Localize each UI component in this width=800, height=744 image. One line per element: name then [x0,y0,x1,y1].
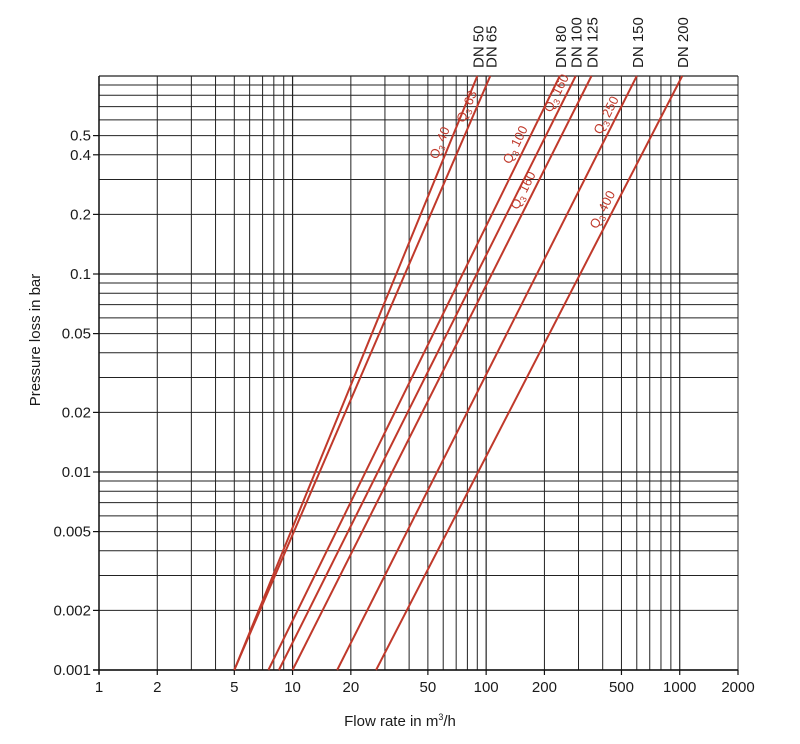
x-tick-label: 200 [532,679,557,696]
series-name-label: DN 80 [553,25,570,68]
series-line [291,75,593,671]
series-name-label: DN 150 [630,17,647,68]
x-tick-label: 5 [230,679,238,696]
x-tick-label: 100 [474,679,499,696]
y-axis-title: Pressure loss in bar [27,274,44,407]
y-tick-label: 0.5 [70,128,91,145]
x-axis-title-tail: /h [443,713,456,730]
series-name-label: DN 50 [470,25,487,68]
y-tick-label: 0.005 [53,524,91,541]
series-line [336,75,638,671]
y-tick-label: 0.4 [70,147,91,164]
series-name-label: DN 100 [569,17,586,68]
series-line [233,75,492,671]
x-axis-title-main: Flow rate in m [344,713,438,730]
x-axis-title: Flow rate in m3/h [344,712,456,730]
grid [93,75,739,674]
series-line [278,75,577,671]
x-tick-label: 50 [420,679,437,696]
x-tick-label: 2000 [721,679,754,696]
x-tick-label: 1000 [663,679,696,696]
x-tick-label: 2 [153,679,161,696]
x-tick-label: 20 [343,679,360,696]
series-line [267,75,561,671]
series-line [233,75,479,671]
y-tick-label: 0.1 [70,266,91,283]
series-curve-label: Q3 160 [540,72,573,116]
series-curve-label: Q3 63 [453,88,482,125]
series-name-label: DN 65 [483,25,500,68]
series-line [375,75,684,671]
tick-labels: 1 2 5 10 20 50 100 200 500 1000 2000 0.001 0.002 0.00… [53,128,754,696]
y-tick-label: 0.002 [53,602,91,619]
series-name-label: DN 125 [584,17,601,68]
series-name-label: DN 200 [675,17,692,68]
y-tick-label: 0.001 [53,662,91,679]
x-tick-label: 500 [609,679,634,696]
y-tick-label: 0.05 [62,326,91,343]
series-lines [233,75,684,671]
x-tick-label: 10 [284,679,301,696]
y-tick-label: 0.01 [62,464,91,481]
series-curve-label: Q3 100 [499,123,532,167]
series-curve-label: Q3 40 [426,125,454,162]
y-tick-label: 0.02 [62,404,91,421]
series-curve-label: Q3 250 [590,94,623,138]
series-curve-label: Q3 160 [507,169,540,213]
x-axis-title-sup: 3 [438,712,443,722]
x-tick-label: 1 [95,679,103,696]
y-tick-label: 0.2 [70,206,91,223]
